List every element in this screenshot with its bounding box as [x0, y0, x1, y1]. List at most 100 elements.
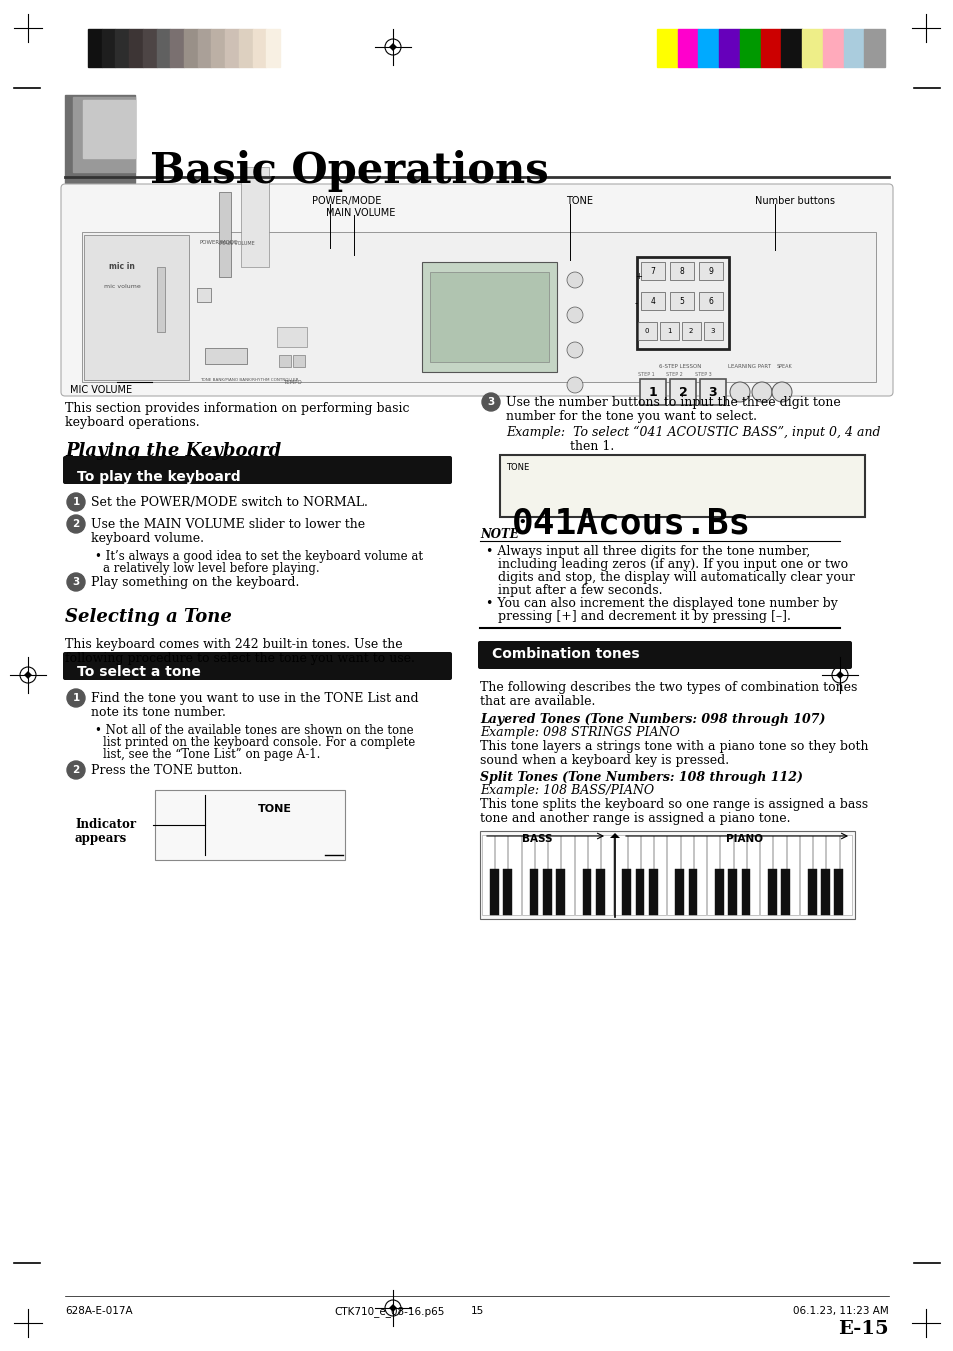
- Bar: [812, 835, 824, 915]
- Text: Combination tones: Combination tones: [492, 647, 639, 662]
- Text: STEP 2: STEP 2: [665, 372, 682, 377]
- Bar: [129, 28, 143, 68]
- Text: 5: 5: [679, 296, 683, 305]
- Bar: [677, 28, 698, 68]
- Bar: [627, 835, 639, 915]
- Text: keyboard volume.: keyboard volume.: [91, 532, 204, 544]
- Bar: [733, 835, 745, 915]
- Bar: [143, 28, 156, 68]
- Bar: [535, 835, 547, 915]
- Bar: [773, 835, 785, 915]
- Text: a relatively low level before playing.: a relatively low level before playing.: [103, 562, 319, 576]
- Bar: [720, 835, 732, 915]
- Bar: [740, 28, 760, 68]
- Text: TONE BANK/PIANO BANK/RHYTHM CONTROLLER: TONE BANK/PIANO BANK/RHYTHM CONTROLLER: [200, 378, 298, 382]
- Bar: [699, 292, 722, 309]
- FancyBboxPatch shape: [63, 653, 452, 680]
- Bar: [115, 28, 129, 68]
- Bar: [821, 28, 842, 68]
- Text: 6: 6: [708, 296, 713, 305]
- Text: MIC VOLUME: MIC VOLUME: [70, 385, 132, 394]
- Bar: [699, 262, 722, 280]
- Text: +: +: [635, 272, 641, 281]
- Circle shape: [751, 382, 771, 403]
- Bar: [293, 355, 305, 367]
- Text: 2: 2: [688, 328, 693, 334]
- Bar: [659, 322, 679, 340]
- Text: Find the tone you want to use in the TONE List and: Find the tone you want to use in the TON…: [91, 692, 418, 705]
- Text: 2: 2: [678, 385, 687, 399]
- Circle shape: [566, 307, 582, 323]
- Bar: [639, 380, 665, 405]
- Text: Selecting a Tone: Selecting a Tone: [65, 608, 232, 626]
- Bar: [700, 380, 725, 405]
- Bar: [740, 869, 749, 915]
- Text: 1: 1: [648, 385, 657, 399]
- Text: 628A-E-017A: 628A-E-017A: [65, 1306, 132, 1316]
- Bar: [508, 835, 520, 915]
- Text: Playing the Keyboard: Playing the Keyboard: [65, 442, 281, 459]
- Bar: [238, 28, 253, 68]
- Bar: [542, 869, 551, 915]
- Bar: [821, 869, 829, 915]
- Text: 4: 4: [650, 296, 655, 305]
- Circle shape: [566, 377, 582, 393]
- Text: input after a few seconds.: input after a few seconds.: [485, 584, 661, 597]
- Text: mic in: mic in: [109, 262, 134, 272]
- Bar: [640, 835, 653, 915]
- Bar: [719, 28, 740, 68]
- Text: appears: appears: [75, 832, 127, 844]
- Text: 1: 1: [666, 328, 671, 334]
- Bar: [667, 835, 679, 915]
- Text: • Not all of the available tones are shown on the tone: • Not all of the available tones are sho…: [95, 724, 414, 738]
- Text: Use the MAIN VOLUME slider to lower the: Use the MAIN VOLUME slider to lower the: [91, 517, 365, 531]
- Bar: [781, 869, 789, 915]
- Text: Number buttons: Number buttons: [754, 196, 834, 205]
- Bar: [596, 869, 604, 915]
- Bar: [84, 235, 189, 380]
- Circle shape: [67, 493, 85, 511]
- Text: The following describes the two types of combination tones: The following describes the two types of…: [479, 681, 857, 694]
- Bar: [703, 322, 722, 340]
- Bar: [184, 28, 197, 68]
- Circle shape: [729, 382, 749, 403]
- Text: STEP 1: STEP 1: [638, 372, 654, 377]
- Circle shape: [481, 393, 499, 411]
- Text: Indicator: Indicator: [75, 817, 136, 831]
- Circle shape: [566, 342, 582, 358]
- Bar: [801, 28, 821, 68]
- Circle shape: [67, 573, 85, 590]
- Text: 6-STEP LESSON: 6-STEP LESSON: [659, 363, 700, 369]
- Text: mic volume: mic volume: [104, 284, 140, 289]
- Bar: [786, 835, 799, 915]
- Text: note its tone number.: note its tone number.: [91, 707, 226, 719]
- Bar: [834, 869, 842, 915]
- Polygon shape: [835, 671, 843, 680]
- Text: 1: 1: [72, 497, 79, 507]
- Bar: [154, 790, 345, 861]
- Text: 7: 7: [650, 266, 655, 276]
- Bar: [760, 28, 781, 68]
- Text: Example:  To select “041 ACOUSTIC BASS”, input 0, 4 and: Example: To select “041 ACOUSTIC BASS”, …: [505, 426, 880, 439]
- Text: 2: 2: [72, 765, 79, 775]
- Text: 9: 9: [708, 266, 713, 276]
- Text: Set the POWER/MODE switch to NORMAL.: Set the POWER/MODE switch to NORMAL.: [91, 496, 368, 509]
- Bar: [212, 28, 225, 68]
- Text: BASS: BASS: [521, 834, 552, 844]
- Bar: [561, 835, 573, 915]
- Bar: [657, 28, 677, 68]
- Bar: [842, 28, 863, 68]
- Circle shape: [771, 382, 791, 403]
- Circle shape: [67, 761, 85, 780]
- Bar: [205, 349, 247, 363]
- Text: list, see the “Tone List” on page A-1.: list, see the “Tone List” on page A-1.: [103, 748, 320, 761]
- Bar: [635, 869, 643, 915]
- Text: -: -: [635, 299, 638, 308]
- Text: then 1.: then 1.: [569, 440, 614, 453]
- Bar: [746, 835, 759, 915]
- Bar: [65, 95, 135, 182]
- Bar: [587, 835, 599, 915]
- Text: list printed on the keyboard console. For a complete: list printed on the keyboard console. Fo…: [103, 736, 415, 748]
- Text: 3: 3: [708, 385, 717, 399]
- Bar: [490, 869, 498, 915]
